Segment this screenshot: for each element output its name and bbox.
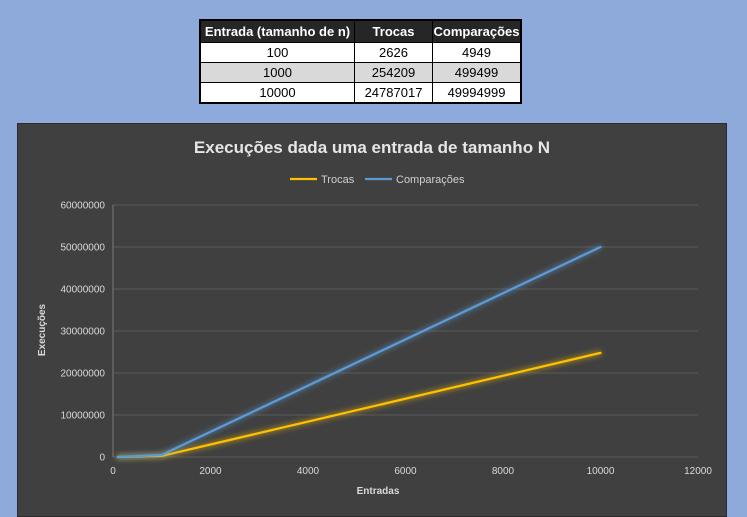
y-tick-label: 30000000 [61,327,106,338]
table-header-row: Entrada (tamanho de n) Trocas Comparaçõe… [199,19,522,43]
series-line-1 [116,245,602,459]
y-tick-label: 0 [99,453,105,464]
y-tick-label: 20000000 [61,369,106,380]
x-tick-label: 0 [110,466,116,477]
y-axis-title: Execuções [37,303,48,356]
table-row: 1000 254209 499499 [199,62,522,83]
table-row: 100 2626 4949 [199,42,522,63]
x-tick-label: 8000 [492,466,515,477]
x-axis-title: Entradas [357,486,400,497]
x-tick-label: 12000 [684,466,712,477]
header-comparacoes: Comparações [432,19,522,43]
table-cell: 499499 [432,62,522,83]
x-axis-ticks: 0 2000 4000 6000 8000 10000 12000 [110,466,712,477]
legend-label: Comparações [396,174,465,186]
y-axis-ticks: 0 10000000 20000000 30000000 40000000 5000000… [61,201,106,464]
chart-series [116,245,602,459]
header-entrada: Entrada (tamanho de n) [199,19,355,43]
table-cell: 4949 [432,42,522,63]
table-cell: 10000 [199,82,355,104]
y-tick-label: 10000000 [61,411,106,422]
line-chart: Execuções dada uma entrada de tamanho N … [37,138,712,497]
table-cell: 24787017 [354,82,433,104]
table-row: 10000 24787017 49994999 [199,82,522,104]
table-cell: 254209 [354,62,433,83]
table-cell: 2626 [354,42,433,63]
y-tick-label: 50000000 [61,243,106,254]
table-cell: 100 [199,42,355,63]
header-trocas: Trocas [354,19,433,43]
x-tick-label: 6000 [394,466,417,477]
x-tick-label: 10000 [587,466,615,477]
chart-panel: Execuções dada uma entrada de tamanho N … [17,123,727,517]
x-tick-label: 2000 [199,466,222,477]
table-cell: 1000 [199,62,355,83]
data-table: Entrada (tamanho de n) Trocas Comparaçõe… [199,19,522,104]
chart-title: Execuções dada uma entrada de tamanho N [194,138,550,157]
x-tick-label: 4000 [297,466,320,477]
y-tick-label: 40000000 [61,285,106,296]
y-tick-label: 60000000 [61,201,106,212]
table-cell: 49994999 [432,82,522,104]
legend-label: Trocas [321,174,355,186]
chart-legend: Trocas Comparações [290,174,465,186]
chart-grid [112,204,698,458]
